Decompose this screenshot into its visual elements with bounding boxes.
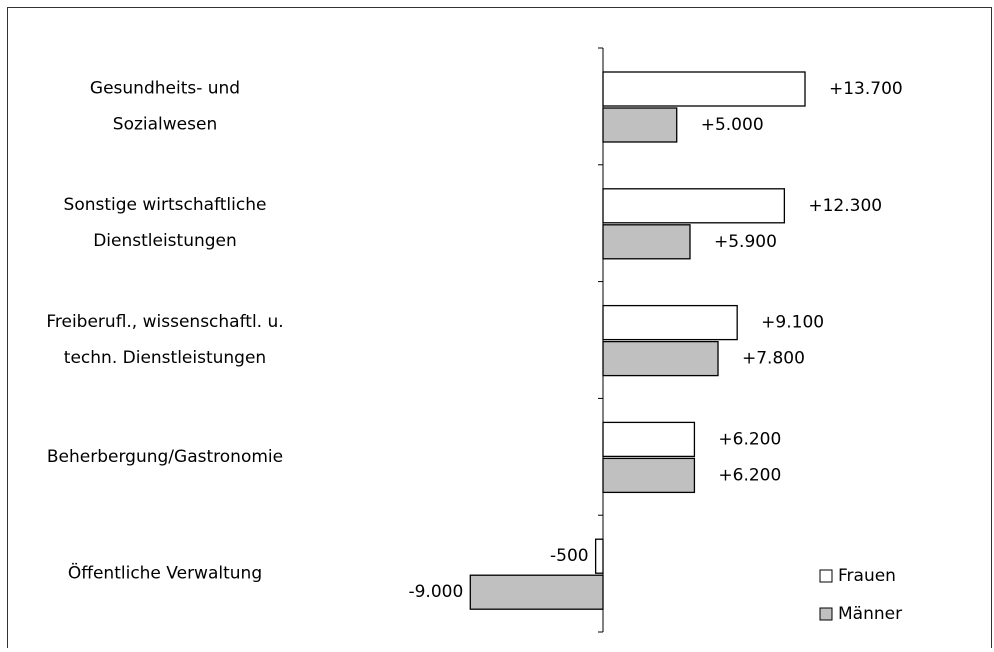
value-label: +6.200 [718,429,781,449]
value-label: +5.000 [701,115,764,135]
bar [602,304,738,341]
bar [602,224,691,260]
value-label: +9.100 [761,313,824,333]
category-label: Freiberufl., wissenschaftl. u. [46,312,283,332]
value-label: +7.800 [742,349,805,369]
bar [602,340,719,377]
legend-label: Frauen [838,566,896,586]
value-label: +6.200 [718,465,781,485]
legend-swatch [819,607,833,621]
bar [602,421,696,458]
value-label: -500 [550,546,589,566]
category-label: Dienstleistungen [93,231,237,251]
value-label: +13.700 [829,79,903,99]
bar [602,457,696,494]
bar [602,188,786,224]
category-label: Sozialwesen [113,114,217,134]
bar [469,574,604,610]
category-label: Gesundheits- und [90,78,240,98]
bar [602,107,678,143]
category-label: techn. Dienstleistungen [64,348,266,368]
category-label: Sonstige wirtschaftliche [64,195,267,215]
value-label: -9.000 [408,582,463,602]
bar [594,538,604,574]
value-label: +5.900 [714,232,777,252]
category-label: Beherbergung/Gastronomie [47,447,283,467]
bar [602,71,806,107]
category-label: Öffentliche Verwaltung [68,562,262,584]
frame [7,7,992,652]
legend-swatch [819,569,833,583]
legend-label: Männer [838,604,902,624]
value-label: +12.300 [808,196,882,216]
